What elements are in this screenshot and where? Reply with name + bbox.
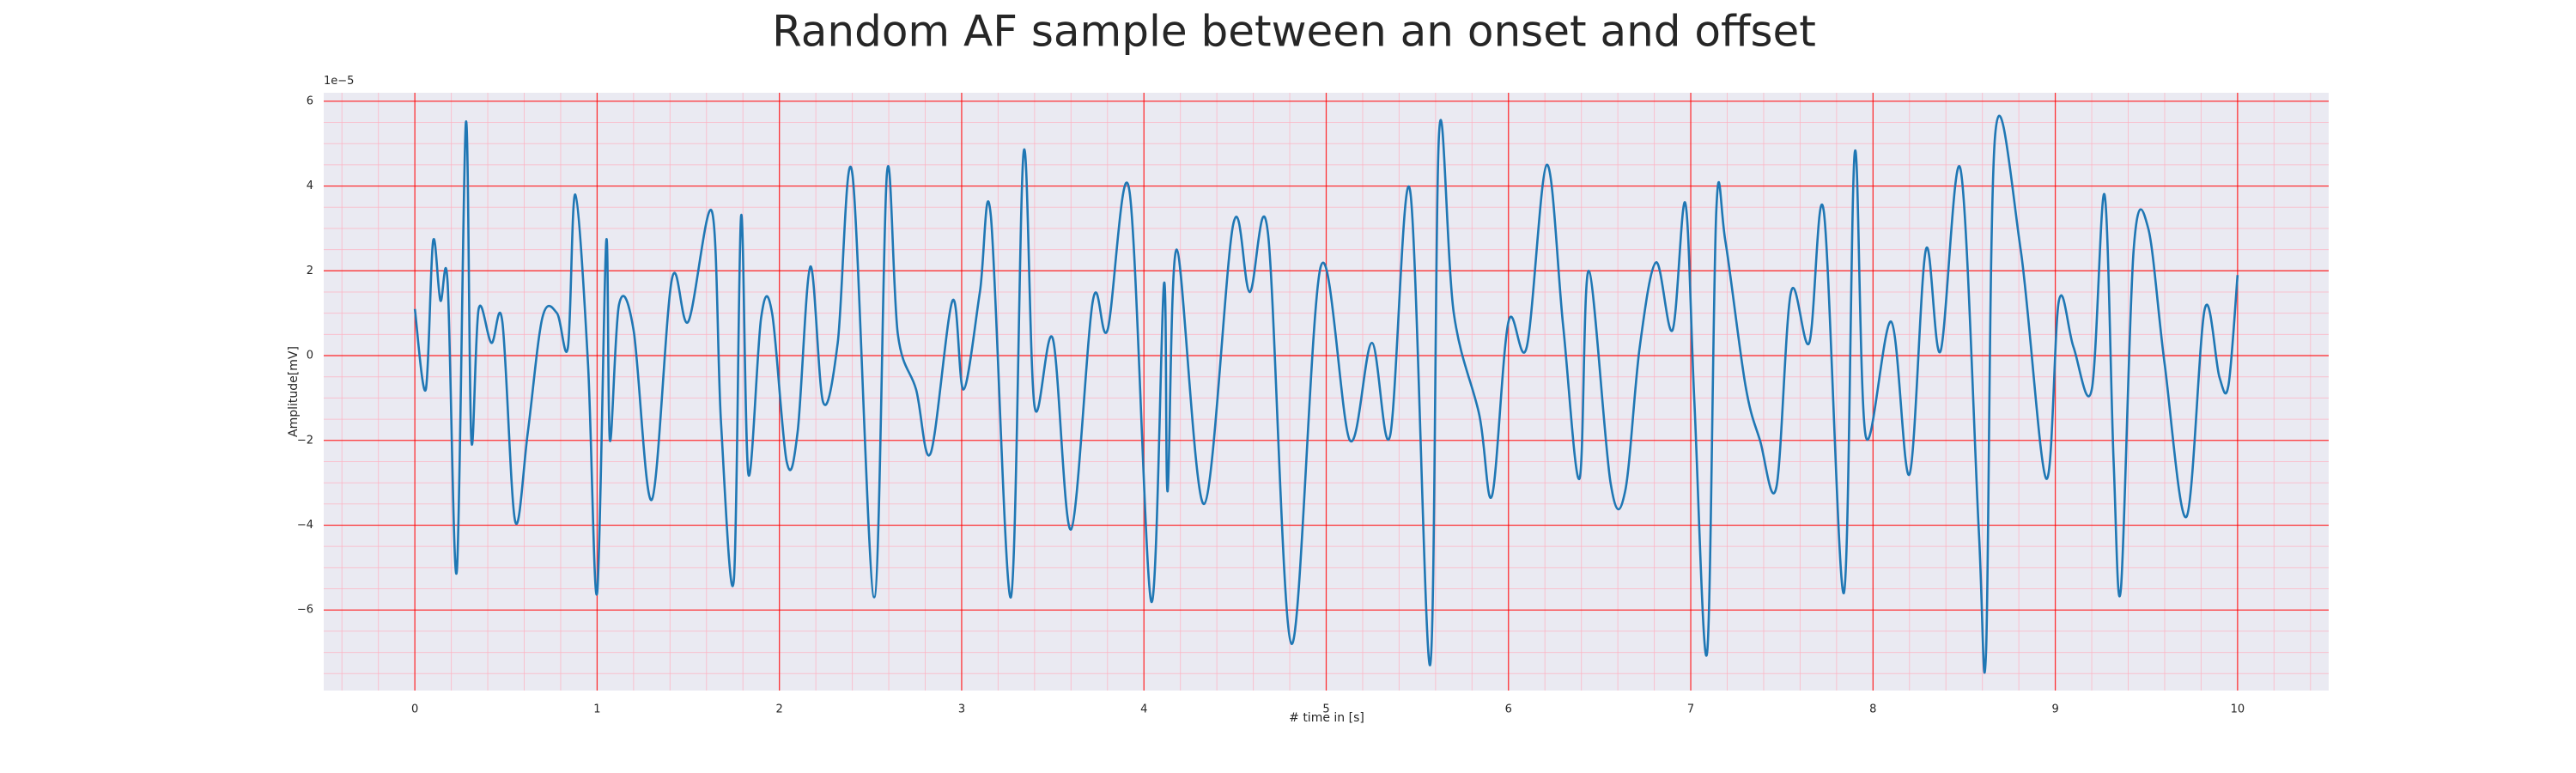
y-tick-label: −4 [297,519,313,532]
x-tick-label: 5 [1322,703,1329,716]
x-tick-label: 6 [1505,703,1512,716]
x-tick-label: 10 [2231,703,2245,716]
y-tick-label: −6 [297,604,313,617]
y-tick-label: 0 [307,350,313,362]
x-axis-label: # time in [s] [1289,711,1364,725]
x-tick-label: 3 [958,703,965,716]
y-tick-label: 4 [307,180,313,192]
x-tick-label: 9 [2051,703,2058,716]
x-tick-label: 8 [1869,703,1876,716]
chart-title: Random AF sample between an onset and of… [772,7,1816,57]
signal-line [413,114,2239,674]
x-tick-label: 7 [1687,703,1694,716]
x-tick-label: 0 [411,703,418,716]
y-tick-label: 6 [307,94,313,107]
y-axis-label: Amplitude[mV] [287,346,301,437]
x-tick-label: 1 [593,703,600,716]
x-tick-label: 4 [1140,703,1147,716]
y-offset-label: 1e−5 [324,75,354,88]
y-tick-label: 2 [307,265,313,277]
y-tick-label: −2 [297,434,313,447]
x-tick-label: 2 [776,703,783,716]
